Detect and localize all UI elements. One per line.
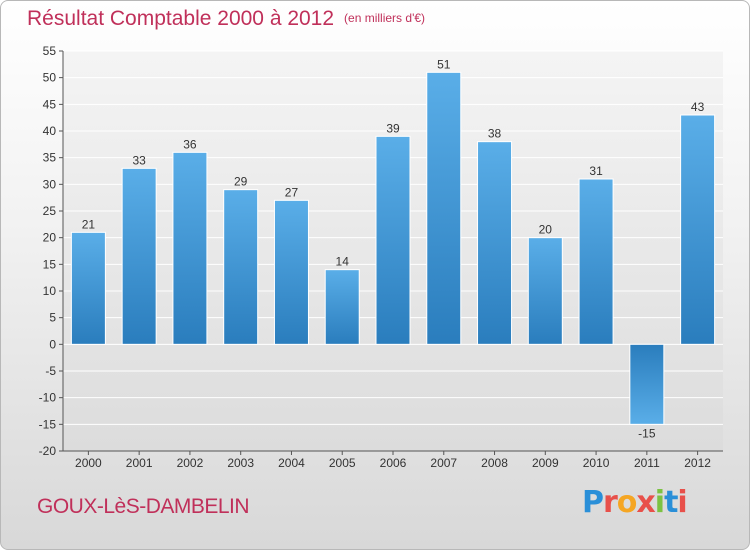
bar-2010 [578, 178, 614, 345]
data-label-2009: 20 [539, 223, 553, 237]
x-tick-label: 2009 [532, 456, 559, 470]
data-label-2010: 31 [589, 164, 603, 178]
x-tick-label: 2000 [75, 456, 102, 470]
logo-letter: i [654, 485, 665, 520]
y-tick-label: 25 [43, 204, 57, 218]
bar-2001 [121, 167, 157, 345]
data-label-2000: 21 [82, 217, 96, 231]
bar-2007 [426, 71, 462, 345]
city-name: GOUX-LèS-DAMBELIN [37, 495, 250, 518]
x-tick-label: 2011 [634, 456, 660, 470]
data-label-2012: 43 [691, 100, 705, 114]
y-tick-label: 0 [49, 337, 56, 351]
y-tick-label: -20 [39, 444, 57, 458]
logo-letter: x [636, 485, 655, 520]
x-tick-label: 2012 [684, 456, 711, 470]
y-tick-label: -10 [39, 391, 57, 405]
x-tick-label: 2008 [481, 456, 508, 470]
y-tick-label: 35 [43, 151, 57, 165]
data-label-2004: 27 [285, 185, 299, 199]
data-label-2008: 38 [488, 127, 502, 141]
logo-letter: P [582, 485, 604, 520]
y-tick-label: 15 [43, 257, 57, 271]
bar-2012 [680, 114, 716, 345]
x-tick-label: 2004 [278, 456, 305, 470]
logo-letter: t [664, 485, 678, 520]
data-label-2002: 36 [183, 137, 197, 151]
chart-title: Résultat Comptable 2000 à 2012 (en millie… [27, 7, 425, 31]
y-tick-label: 10 [43, 284, 57, 298]
data-label-2001: 33 [132, 153, 146, 167]
x-tick-label: 2007 [430, 456, 457, 470]
data-label-2011: -15 [638, 426, 656, 440]
y-tick-label: 50 [43, 71, 57, 85]
logo-letter: r [603, 485, 618, 520]
y-tick-label: 40 [43, 124, 57, 138]
x-tick-label: 2001 [126, 456, 153, 470]
bar-2005 [324, 269, 360, 345]
bar-2000 [70, 231, 106, 345]
data-label-2003: 29 [234, 175, 248, 189]
bar-2003 [223, 189, 259, 345]
y-tick-label: 55 [43, 44, 57, 58]
data-label-2006: 39 [386, 121, 400, 135]
bar-2006 [375, 135, 411, 345]
y-tick-label: 45 [43, 97, 57, 111]
y-tick-label: 20 [43, 231, 57, 245]
chart-subtitle: (en milliers d'€) [344, 11, 426, 25]
y-tick-label: -15 [39, 417, 57, 431]
x-tick-label: 2003 [227, 456, 254, 470]
x-tick-label: 2005 [329, 456, 356, 470]
chart-title-text: Résultat Comptable 2000 à 2012 [27, 7, 335, 30]
x-tick-label: 2010 [583, 456, 610, 470]
bar-2002 [172, 151, 208, 345]
proxiti-logo: Proxiti [582, 485, 688, 520]
bar-2009 [527, 237, 563, 345]
data-label-2007: 51 [437, 57, 451, 71]
x-tick-label: 2006 [380, 456, 407, 470]
logo-letter: o [616, 485, 638, 520]
y-tick-label: 30 [43, 177, 57, 191]
y-tick-label: -5 [45, 364, 56, 378]
bar-2004 [273, 199, 309, 345]
bar-2008 [477, 141, 513, 345]
y-tick-label: 5 [49, 311, 56, 325]
logo-letter: i [677, 485, 687, 520]
bar-2011 [629, 343, 665, 425]
x-tick-label: 2002 [177, 456, 204, 470]
data-label-2005: 14 [336, 255, 350, 269]
